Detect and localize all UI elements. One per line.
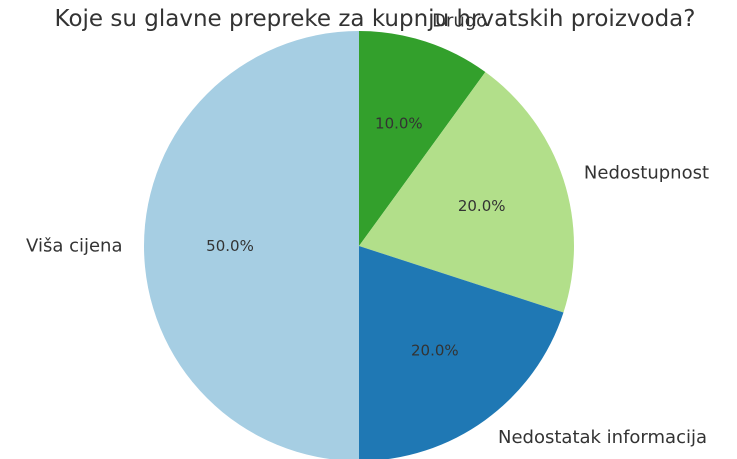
pie-slice-nedostatak-informacija xyxy=(359,246,564,459)
pie-slice-nedostupnost xyxy=(359,72,574,313)
slice-label-drugo: Drugo xyxy=(432,11,487,32)
slice-labels: Drugo Nedostupnost Nedostatak informacija V… xyxy=(26,11,709,448)
slice-label-visa-cijena: Viša cijena xyxy=(26,236,122,257)
pie-slice-drugo xyxy=(359,31,486,246)
chart-title: Koje su glavne prepreke za kupnju hrvats… xyxy=(55,6,696,32)
slice-label-nedostatak-informacija: Nedostatak informacija xyxy=(498,427,707,448)
pie-slice-visa-cijena xyxy=(144,31,359,459)
pie-slices xyxy=(144,31,574,459)
percent-labels: 10.0% 20.0% 20.0% 50.0% xyxy=(206,114,505,359)
slice-label-nedostupnost: Nedostupnost xyxy=(584,162,709,183)
percent-label-nedostupnost: 20.0% xyxy=(458,197,506,215)
percent-label-drugo: 10.0% xyxy=(375,114,423,132)
percent-label-nedostatak-informacija: 20.0% xyxy=(411,341,459,359)
percent-label-visa-cijena: 50.0% xyxy=(206,237,254,255)
